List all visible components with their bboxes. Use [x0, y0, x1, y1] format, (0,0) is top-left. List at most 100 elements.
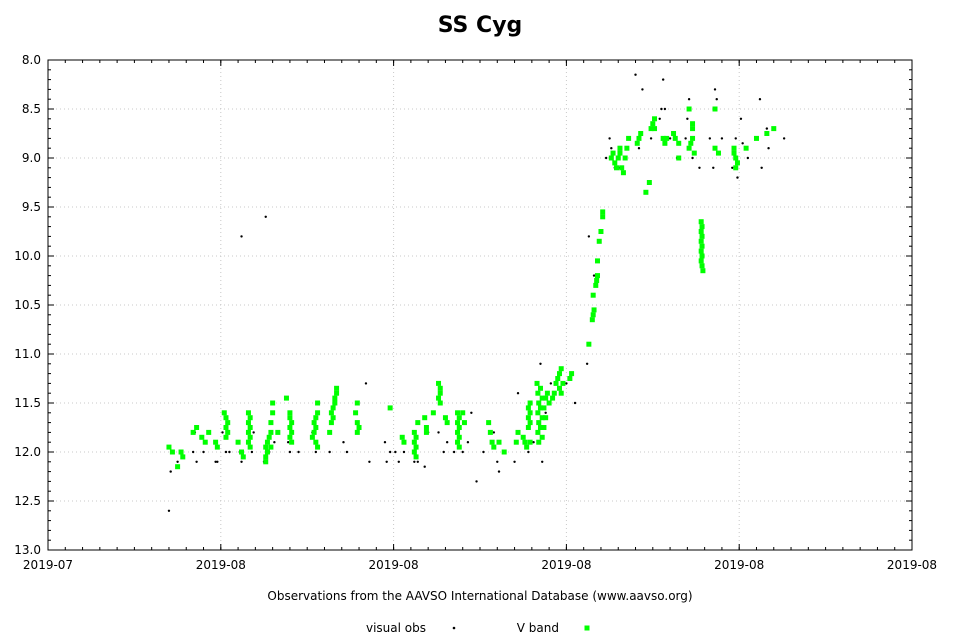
point-visual-obs — [228, 450, 231, 454]
point-v-band — [596, 238, 602, 244]
point-v-band — [415, 420, 421, 426]
point-v-band — [175, 464, 181, 470]
point-v-band — [626, 135, 632, 141]
point-v-band — [275, 429, 281, 435]
point-v-band — [558, 390, 564, 396]
point-v-band — [712, 106, 718, 112]
point-v-band — [690, 135, 696, 141]
point-visual-obs — [240, 235, 243, 238]
point-v-band — [289, 429, 295, 435]
point-v-band — [712, 145, 718, 151]
point-visual-obs — [565, 382, 568, 385]
point-visual-obs — [684, 137, 687, 140]
point-v-band — [525, 425, 531, 430]
point-v-band — [608, 155, 614, 161]
point-visual-obs — [663, 107, 667, 111]
y-tick-label: 9.0 — [22, 151, 41, 165]
point-v-band — [536, 400, 542, 406]
point-visual-obs — [715, 98, 718, 101]
point-v-band — [591, 307, 597, 313]
point-visual-obs — [195, 460, 198, 463]
y-tick-label: 8.0 — [22, 53, 41, 67]
point-visual-obs — [765, 127, 769, 130]
point-v-band — [206, 429, 212, 435]
point-v-band — [240, 454, 246, 460]
point-v-band — [593, 282, 599, 288]
x-tick-label: 2019-07 — [23, 558, 73, 572]
point-v-band — [413, 454, 419, 460]
point-visual-obs — [660, 107, 663, 111]
point-visual-obs — [397, 460, 400, 463]
point-visual-obs — [364, 382, 368, 385]
point-v-band — [612, 160, 618, 166]
point-v-band — [423, 429, 429, 435]
point-v-band — [753, 135, 759, 141]
point-v-band — [536, 420, 542, 426]
point-v-band — [690, 121, 696, 127]
y-tick-label: 12.5 — [14, 494, 41, 508]
legend: visual obs V band — [366, 621, 590, 635]
point-v-band — [245, 410, 251, 416]
point-v-band — [223, 425, 229, 430]
point-visual-obs — [286, 441, 290, 444]
point-v-band — [699, 263, 705, 269]
point-v-band — [166, 444, 172, 450]
point-v-band — [309, 434, 315, 440]
point-visual-obs — [661, 78, 665, 81]
point-v-band — [537, 425, 543, 430]
point-v-band — [699, 224, 705, 230]
point-visual-obs — [708, 137, 712, 140]
point-v-band — [332, 400, 338, 406]
legend-marker-v-band — [584, 625, 590, 631]
point-v-band — [266, 434, 272, 440]
point-v-band — [614, 165, 620, 171]
point-v-band — [527, 400, 533, 406]
point-v-band — [537, 385, 543, 391]
x-axis-label: Observations from the AAVSO Internationa… — [267, 589, 692, 603]
point-v-band — [646, 180, 652, 185]
point-v-band — [213, 439, 219, 445]
point-v-band — [328, 420, 334, 426]
point-v-band — [733, 155, 739, 161]
point-v-band — [328, 410, 334, 416]
point-v-band — [699, 233, 705, 239]
point-v-band — [270, 410, 276, 416]
point-visual-obs — [782, 137, 786, 140]
point-v-band — [527, 420, 533, 426]
point-visual-obs — [250, 450, 254, 454]
point-v-band — [690, 126, 696, 132]
point-v-band — [411, 429, 417, 435]
point-v-band — [590, 292, 596, 298]
point-v-band — [544, 390, 550, 396]
point-v-band — [332, 395, 338, 401]
point-visual-obs — [734, 137, 737, 140]
point-v-band — [264, 439, 270, 445]
point-v-band — [330, 415, 336, 421]
point-v-band — [558, 366, 564, 372]
point-v-band — [771, 126, 777, 132]
point-visual-obs — [713, 88, 717, 91]
point-visual-obs — [712, 166, 715, 169]
point-v-band — [672, 135, 678, 141]
point-visual-obs — [240, 460, 243, 463]
point-visual-obs — [385, 460, 388, 463]
point-visual-obs — [394, 450, 397, 454]
point-visual-obs — [649, 137, 653, 140]
point-v-band — [263, 459, 269, 465]
point-v-band — [455, 420, 461, 426]
point-v-band — [221, 410, 227, 416]
point-v-band — [327, 429, 333, 435]
point-visual-obs — [720, 137, 724, 140]
point-v-band — [491, 444, 497, 450]
point-v-band — [455, 429, 461, 435]
point-visual-obs — [482, 450, 485, 454]
point-v-band — [456, 415, 462, 421]
point-v-band — [501, 449, 507, 455]
point-visual-obs — [314, 450, 318, 454]
point-v-band — [586, 341, 592, 347]
point-v-band — [617, 145, 623, 151]
point-v-band — [676, 140, 682, 146]
point-v-band — [522, 439, 528, 445]
point-v-band — [622, 155, 628, 161]
